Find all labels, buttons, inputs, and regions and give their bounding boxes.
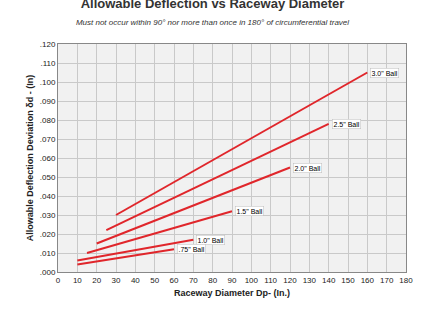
svg-text:Raceway Diameter Dp- (In.): Raceway Diameter Dp- (In.) (174, 288, 290, 298)
svg-text:150: 150 (341, 276, 355, 285)
svg-text:2.0" Ball: 2.0" Ball (295, 165, 321, 172)
svg-text:40: 40 (131, 276, 140, 285)
svg-text:100: 100 (245, 276, 259, 285)
svg-text:3.0" Ball: 3.0" Ball (372, 70, 398, 77)
svg-text:.110: .110 (40, 59, 56, 68)
svg-text:60: 60 (170, 276, 179, 285)
svg-text:Allowable Deflection vs Racewa: Allowable Deflection vs Raceway Diameter… (76, 0, 349, 27)
svg-text:140: 140 (322, 276, 336, 285)
svg-text:10: 10 (73, 276, 82, 285)
svg-text:.070: .070 (40, 135, 56, 144)
svg-text:.120: .120 (40, 40, 56, 49)
svg-text:.080: .080 (40, 116, 56, 125)
svg-text:1.0" Ball: 1.0" Ball (198, 237, 224, 244)
svg-text:.100: .100 (40, 78, 56, 87)
svg-text:80: 80 (208, 276, 217, 285)
svg-text:120: 120 (283, 276, 297, 285)
svg-text:130: 130 (303, 276, 317, 285)
svg-text:170: 170 (380, 276, 394, 285)
svg-text:0: 0 (56, 276, 61, 285)
svg-text:180: 180 (399, 276, 413, 285)
svg-text:20: 20 (92, 276, 101, 285)
svg-text:Allowable Deflection Deviation: Allowable Deflection Deviation δd - (In) (25, 75, 35, 241)
svg-text:.040: .040 (40, 192, 56, 201)
svg-text:90: 90 (228, 276, 237, 285)
svg-text:.020: .020 (40, 230, 56, 239)
svg-text:160: 160 (361, 276, 375, 285)
svg-text:2.5" Ball: 2.5" Ball (334, 121, 360, 128)
svg-text:.000: .000 (40, 268, 56, 277)
svg-text:50: 50 (150, 276, 159, 285)
svg-text:.060: .060 (40, 154, 56, 163)
svg-text:.030: .030 (40, 211, 56, 220)
svg-text:30: 30 (112, 276, 121, 285)
svg-text:1.5" Ball: 1.5" Ball (237, 208, 263, 215)
svg-text:.010: .010 (40, 249, 56, 258)
svg-text:110: 110 (264, 276, 277, 285)
svg-text:.75" Ball: .75" Ball (179, 246, 205, 253)
svg-text:70: 70 (189, 276, 198, 285)
svg-text:.090: .090 (40, 97, 56, 106)
svg-text:.050: .050 (40, 173, 56, 182)
